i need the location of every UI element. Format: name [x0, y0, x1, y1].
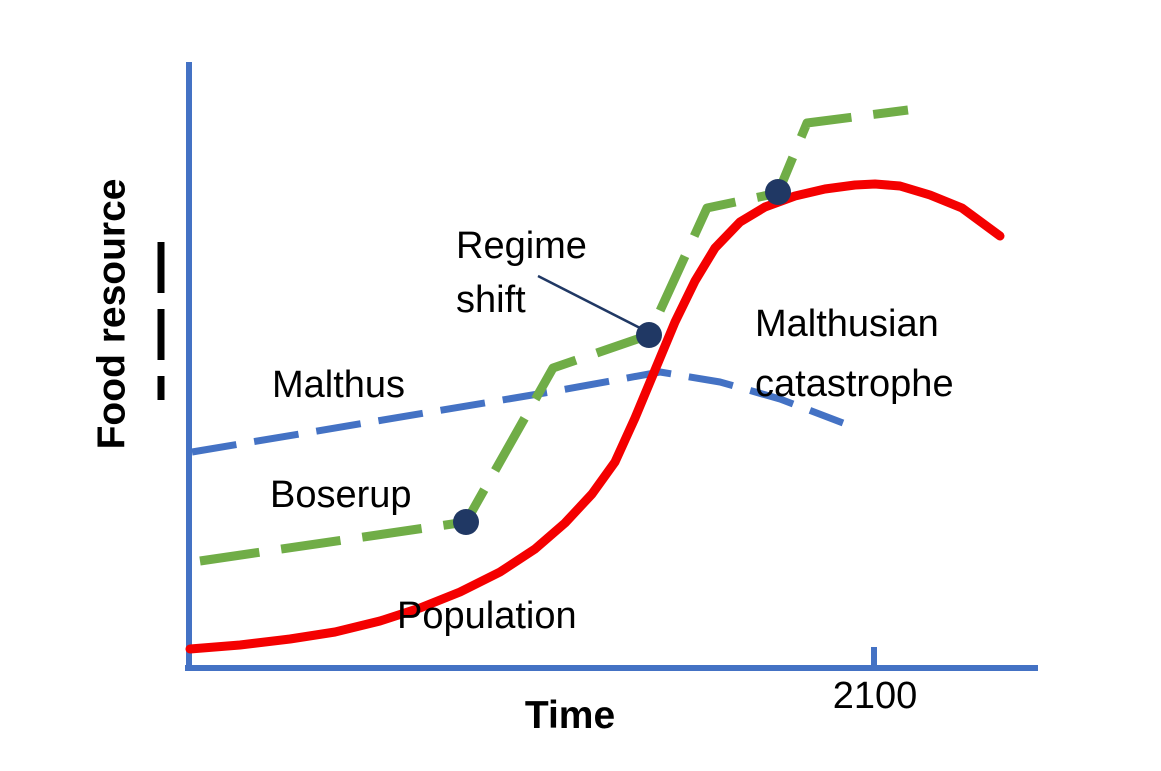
- population-series-label: Population: [397, 595, 577, 637]
- x-axis-title: Time: [524, 694, 616, 737]
- malthusian-catastrophe-line1: Malthusian: [755, 303, 939, 345]
- malthus-series-label: Malthus: [272, 364, 406, 406]
- x-tick-label-2100: 2100: [832, 675, 918, 717]
- regime-shift-dot-2: [636, 322, 662, 348]
- regime-shift-pointer-line: [537, 274, 645, 332]
- malthus-line: [191, 368, 845, 456]
- regime-shift-annotation-line1: Regime: [456, 225, 587, 267]
- regime-shift-annotation: Regime shift: [456, 219, 587, 327]
- malthusian-catastrophe-line2: catastrophe: [755, 363, 954, 405]
- boserup-series-label: Boserup: [270, 474, 412, 516]
- boserup-line: [199, 105, 909, 566]
- malthusian-catastrophe-annotation: Malthusian catastrophe: [755, 294, 954, 414]
- regime-shift-dot-3: [765, 179, 791, 205]
- regime-shift-dot-1: [453, 509, 479, 535]
- regime-shift-annotation-line2: shift: [456, 279, 526, 321]
- population-curve: [185, 179, 1005, 654]
- y-axis-title: Food resource: [90, 178, 134, 450]
